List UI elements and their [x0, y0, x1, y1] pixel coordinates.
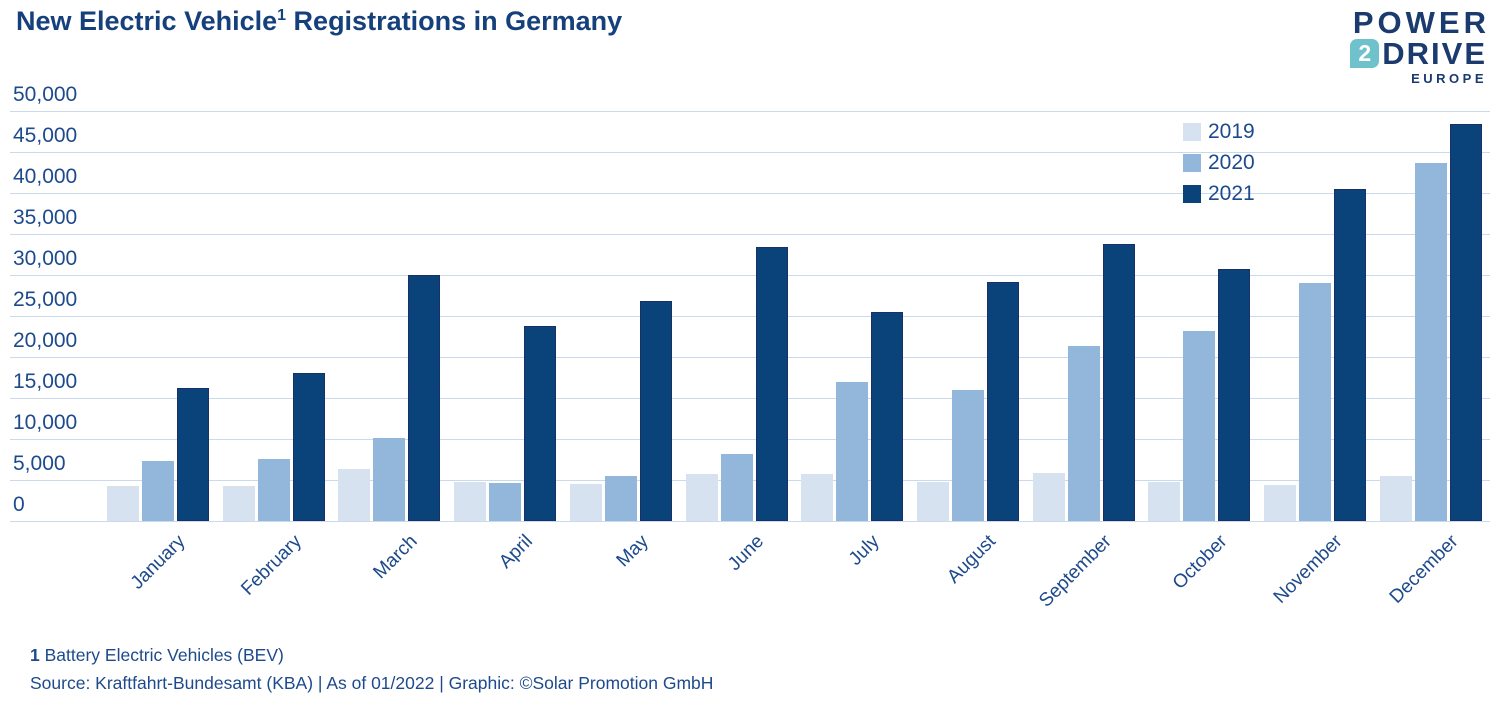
- gridline-10000: [10, 439, 1490, 440]
- bar-2019-november: [1264, 484, 1296, 521]
- bar-2019-february: [222, 485, 255, 521]
- bar-2020-august: [951, 389, 984, 521]
- bar-2021-august: [986, 282, 1019, 521]
- gridline-15000: [10, 398, 1490, 399]
- title-text-suffix: Registrations in Germany: [286, 6, 623, 36]
- bar-2020-january: [142, 461, 174, 521]
- y-axis-tick-label: 35,000: [13, 206, 78, 229]
- bar-2020-february: [257, 458, 290, 521]
- footnote-number: 1: [30, 645, 40, 665]
- title-text: New Electric Vehicle: [16, 6, 278, 36]
- y-axis-tick-label: 45,000: [13, 124, 78, 147]
- legend-swatch-2021: [1183, 185, 1201, 203]
- footnote-bev: 1 Battery Electric Vehicles (BEV): [30, 641, 713, 669]
- bar-2021-november: [1334, 188, 1366, 521]
- power2drive-logo: POWER 2 DRIVE EUROPE: [1350, 5, 1490, 86]
- bar-2019-january: [107, 485, 139, 521]
- logo-power-text: POWER: [1352, 5, 1490, 40]
- legend-swatch-2019: [1183, 123, 1201, 141]
- y-axis-tick-label: 15,000: [13, 370, 78, 393]
- footnote-text: Battery Electric Vehicles (BEV): [39, 645, 284, 665]
- y-axis-tick-label: 0: [13, 493, 25, 516]
- x-axis-label-december: December: [1385, 531, 1463, 608]
- bar-2021-february: [292, 372, 325, 521]
- gridline-40000: [10, 193, 1490, 194]
- legend-label-2019: 2019: [1208, 120, 1255, 143]
- bar-2021-may: [639, 301, 672, 521]
- bar-2019-june: [685, 474, 718, 521]
- bar-2021-december: [1449, 124, 1482, 521]
- bar-2019-september: [1032, 473, 1065, 521]
- y-axis-tick-label: 5,000: [13, 452, 66, 475]
- page-title: New Electric Vehicle1 Registrations in G…: [16, 6, 622, 37]
- gridline-25000: [10, 316, 1490, 317]
- y-axis-tick-label: 30,000: [13, 247, 78, 270]
- gridline-50000: [10, 111, 1490, 112]
- bar-2020-june: [720, 453, 753, 521]
- x-axis-label-may: May: [612, 531, 653, 572]
- gridline-35000: [10, 234, 1490, 235]
- bar-2020-november: [1299, 283, 1331, 521]
- x-axis-label-february: February: [236, 531, 306, 600]
- gridline-0: [10, 521, 1490, 522]
- bar-2021-july: [871, 311, 904, 521]
- x-axis-label-july: July: [845, 531, 885, 570]
- bar-2019-may: [569, 484, 602, 521]
- logo-2-badge-icon: 2: [1350, 39, 1380, 68]
- bar-2021-april: [524, 325, 557, 521]
- bar-2021-june: [755, 247, 788, 521]
- gridline-20000: [10, 357, 1490, 358]
- bar-2020-march: [373, 438, 406, 521]
- bar-2020-october: [1183, 330, 1216, 521]
- y-axis-tick-label: 20,000: [13, 329, 78, 352]
- bar-2019-march: [338, 469, 371, 521]
- bar-2020-july: [836, 382, 869, 521]
- y-axis-tick-label: 25,000: [13, 288, 78, 311]
- x-axis-label-march: March: [369, 531, 422, 584]
- bar-2019-august: [916, 481, 949, 521]
- title-footnote-marker: 1: [277, 7, 287, 24]
- footnotes: 1 Battery Electric Vehicles (BEV) Source…: [30, 641, 713, 697]
- bar-2020-may: [604, 475, 637, 521]
- legend-item-2020: 2020: [1183, 151, 1255, 175]
- bar-2020-september: [1067, 346, 1100, 521]
- logo-drive-text: DRIVE: [1382, 36, 1487, 71]
- bar-2021-october: [1218, 269, 1251, 521]
- bar-2019-october: [1148, 481, 1181, 521]
- bar-2021-september: [1102, 243, 1135, 521]
- logo-drive-row: 2 DRIVE: [1350, 38, 1487, 69]
- legend-item-2021: 2021: [1183, 182, 1255, 206]
- bar-2019-april: [454, 482, 487, 521]
- bar-2020-april: [489, 483, 522, 521]
- logo-europe-text: EUROPE: [1411, 71, 1487, 86]
- gridline-45000: [10, 152, 1490, 153]
- source-line: Source: Kraftfahrt-Bundesamt (KBA) | As …: [30, 673, 714, 693]
- legend-swatch-2020: [1183, 154, 1201, 172]
- y-axis-tick-label: 40,000: [13, 165, 78, 188]
- x-axis-label-january: January: [127, 531, 190, 594]
- x-axis-label-november: November: [1270, 531, 1347, 608]
- y-axis-tick-label: 10,000: [13, 411, 78, 434]
- legend-item-2019: 2019: [1183, 120, 1255, 144]
- legend-label-2020: 2020: [1208, 151, 1255, 174]
- bar-2019-july: [801, 474, 834, 521]
- x-axis-label-april: April: [495, 531, 537, 573]
- bar-2021-january: [177, 388, 209, 521]
- gridline-30000: [10, 275, 1490, 276]
- legend-label-2021: 2021: [1208, 182, 1255, 205]
- x-axis-label-october: October: [1168, 531, 1232, 594]
- x-axis-label-september: September: [1034, 531, 1116, 612]
- y-axis-tick-label: 50,000: [13, 83, 78, 106]
- bar-2021-march: [408, 275, 441, 521]
- bar-2019-december: [1379, 475, 1412, 521]
- bar-2020-december: [1414, 162, 1447, 521]
- x-axis-label-june: June: [724, 531, 769, 575]
- x-axis-label-august: August: [943, 531, 1000, 588]
